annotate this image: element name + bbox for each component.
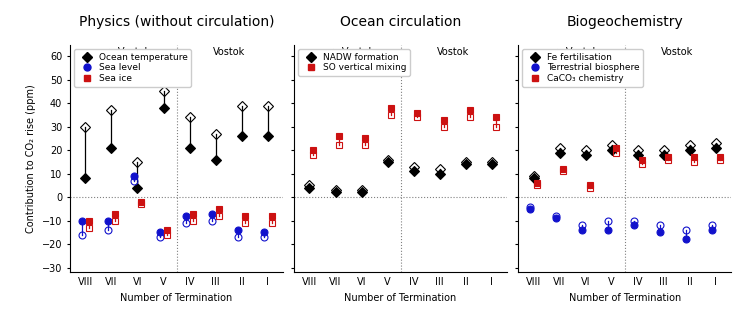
Title: Ocean circulation: Ocean circulation [340, 16, 461, 29]
Y-axis label: Contribution to CO₂ rise (ppm): Contribution to CO₂ rise (ppm) [26, 84, 36, 233]
Text: Vostok: Vostok [661, 47, 693, 57]
X-axis label: Number of Termination: Number of Termination [568, 293, 681, 303]
Text: Vostok: Vostok [437, 47, 469, 57]
Text: Vostok: Vostok [212, 47, 245, 57]
X-axis label: Number of Termination: Number of Termination [345, 293, 456, 303]
Legend: Fe fertilisation, Terrestrial biosphere, CaCO₃ chemistry: Fe fertilisation, Terrestrial biosphere,… [523, 49, 643, 87]
X-axis label: Number of Termination: Number of Termination [121, 293, 233, 303]
Legend: Ocean temperature, Sea level, Sea ice: Ocean temperature, Sea level, Sea ice [74, 49, 191, 87]
Text: pre-Vostok: pre-Vostok [323, 47, 374, 57]
Title: Physics (without circulation): Physics (without circulation) [79, 16, 274, 29]
Text: pre-Vostok: pre-Vostok [99, 47, 150, 57]
Title: Biogeochemistry: Biogeochemistry [566, 16, 683, 29]
Legend: NADW formation, SO vertical mixing: NADW formation, SO vertical mixing [298, 49, 410, 76]
Text: pre-Vostok: pre-Vostok [547, 47, 598, 57]
